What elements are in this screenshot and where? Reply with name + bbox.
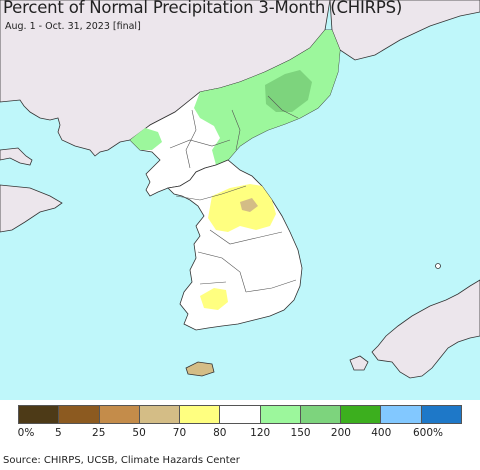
foreign-land-west-peninsula bbox=[0, 147, 33, 166]
legend-swatch bbox=[381, 406, 422, 423]
map-title: Percent of Normal Precipitation 3-Month … bbox=[3, 0, 403, 17]
legend-label: 120 bbox=[250, 427, 271, 439]
precip-zone-150-northwest bbox=[130, 128, 162, 150]
legend-label: 200 bbox=[330, 427, 351, 439]
ulleung-island bbox=[435, 263, 441, 269]
legend-swatch bbox=[180, 406, 221, 423]
province-boundaries bbox=[169, 95, 299, 293]
precip-zone-200-north bbox=[265, 70, 312, 112]
precipitation-map bbox=[0, 0, 480, 400]
jeju-island bbox=[185, 361, 215, 377]
legend-swatch bbox=[220, 406, 261, 423]
precip-zone-70-south bbox=[200, 288, 228, 310]
legend-swatch bbox=[19, 406, 60, 423]
legend-label: 80 bbox=[213, 427, 227, 439]
foreign-land-japan bbox=[371, 279, 480, 379]
legend-swatch bbox=[421, 406, 461, 423]
legend-label: 400 bbox=[371, 427, 392, 439]
legend-label: 25 bbox=[92, 427, 106, 439]
map-subtitle: Aug. 1 - Oct. 31, 2023 [final] bbox=[5, 21, 141, 32]
source-credit: Source: CHIRPS, UCSB, Climate Hazards Ce… bbox=[3, 455, 240, 466]
legend-label: 70 bbox=[172, 427, 187, 439]
legend-label: 50 bbox=[132, 427, 146, 439]
legend-swatch bbox=[341, 406, 382, 423]
foreign-land-shandong bbox=[0, 184, 63, 233]
legend-swatch bbox=[59, 406, 100, 423]
legend-swatch bbox=[260, 406, 301, 423]
legend-swatch bbox=[300, 406, 342, 423]
foreign-land-japan-islet bbox=[349, 355, 369, 371]
legend-label: 150 bbox=[290, 427, 311, 439]
legend-colorbar bbox=[18, 405, 462, 424]
legend-swatch bbox=[139, 406, 181, 423]
legend-label: 5 bbox=[55, 427, 62, 439]
precip-zone-50-central bbox=[240, 198, 258, 212]
legend-label: 0% bbox=[17, 427, 35, 439]
legend-labels: 0% 5 25 50 70 80 120 150 200 400 600% bbox=[0, 427, 480, 441]
legend-label: 600% bbox=[412, 427, 444, 439]
legend-swatch bbox=[99, 406, 140, 423]
